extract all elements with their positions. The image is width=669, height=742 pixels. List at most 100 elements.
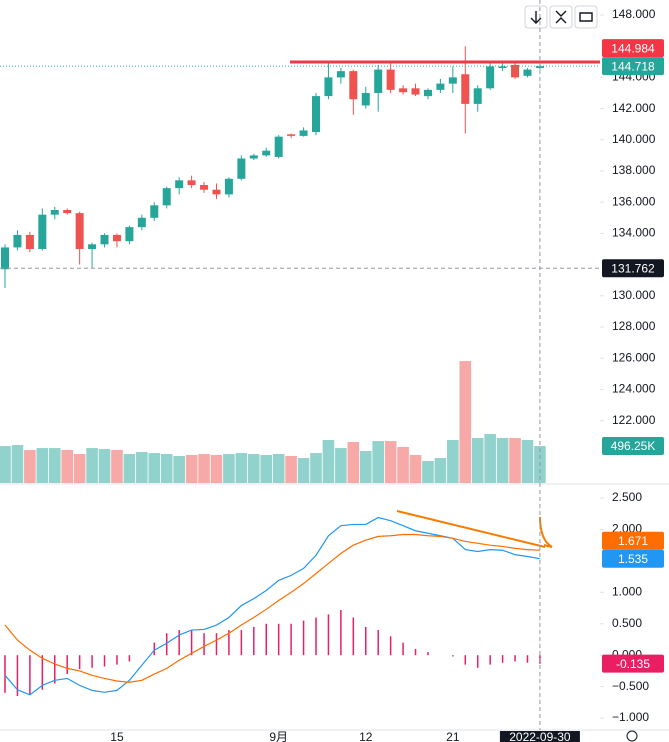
volume-bar: [297, 458, 310, 483]
candle-body: [50, 209, 59, 215]
y-tick-label: 140.000: [612, 132, 656, 146]
volume-bar: [322, 439, 335, 483]
candle-body: [312, 96, 320, 132]
histogram-label-box: [602, 654, 664, 673]
candle-body: [498, 66, 507, 69]
y-tick-label: 148.000: [612, 7, 656, 21]
volume-bar: [484, 434, 496, 483]
volume-bar: [160, 454, 173, 483]
volume-bar: [98, 449, 111, 483]
macd-line: [4, 533, 540, 683]
last-price-label: 144.718: [611, 59, 655, 73]
candle-body: [299, 130, 308, 136]
volume-bar: [11, 444, 24, 483]
candle-body: [224, 178, 233, 195]
volume-bar: [136, 451, 148, 483]
volume-bar: [310, 453, 322, 483]
candle-body: [274, 136, 283, 157]
volume-bar: [372, 441, 384, 483]
candle-body: [262, 150, 271, 156]
candle-body: [75, 213, 84, 249]
candle-body: [287, 134, 296, 136]
candle-body: [399, 88, 408, 93]
volume-bar: [61, 449, 73, 483]
candle-body: [349, 71, 358, 100]
hline-price-label: 144.984: [611, 41, 655, 55]
volume-bar: [248, 454, 260, 483]
signal-label: 1.671: [618, 534, 648, 548]
volume-label: 496.25K: [611, 439, 656, 453]
candle-body: [411, 88, 420, 95]
candle-body: [200, 185, 209, 190]
reset-button[interactable]: [574, 5, 598, 29]
candle-body: [461, 74, 470, 104]
crosshair-date-box: [499, 731, 580, 742]
volume-bar: [210, 454, 223, 483]
volume-bar: [272, 454, 285, 483]
candle-body: [324, 77, 333, 97]
volume-bar: [86, 448, 98, 483]
y-tick-label: 130.000: [612, 288, 656, 302]
candle-body: [38, 214, 47, 249]
volume-bar: [521, 439, 534, 483]
candle-body: [448, 77, 457, 84]
candle-body: [212, 189, 221, 195]
y-tick-label: 122.000: [612, 413, 656, 427]
settings-icon[interactable]: [626, 730, 638, 742]
volume-bar: [459, 361, 472, 483]
volume-bar: [409, 454, 422, 483]
volume-bar: [24, 449, 36, 483]
candle-body: [112, 234, 121, 242]
volume-bar: [496, 437, 509, 483]
candle-body: [511, 64, 520, 78]
volume-bar: [123, 454, 136, 483]
candle-body: [100, 234, 109, 245]
volume-bar: [471, 437, 484, 483]
candle-body: [473, 88, 482, 104]
volume-bar: [397, 446, 409, 483]
x-tick-label: 21: [446, 730, 460, 742]
volume-bar: [173, 456, 185, 483]
volume-label-box: [602, 437, 664, 456]
candle-body: [137, 217, 146, 228]
volume-bar: [0, 446, 11, 483]
volume-bar: [260, 454, 273, 483]
volume-bar: [285, 456, 297, 483]
candle-body: [162, 188, 171, 206]
y-tick-label: 138.000: [612, 163, 656, 177]
candle-body: [175, 180, 184, 189]
scroll-down-button[interactable]: [524, 5, 548, 29]
volume-bar: [347, 442, 360, 483]
volume-bar: [335, 448, 347, 483]
candle-body: [150, 205, 159, 218]
y-tick-label: −0.500: [612, 679, 649, 693]
plot-area: [0, 46, 546, 697]
volume-bar: [509, 437, 521, 483]
volume-bar: [434, 458, 447, 483]
volume-bar: [384, 441, 397, 483]
candle-body: [535, 66, 544, 69]
x-tick-label: 12: [359, 730, 373, 742]
last-price-label-box: [602, 57, 664, 76]
volume-bar: [148, 453, 161, 483]
volume-bar: [185, 454, 198, 483]
macd-label: 1.535: [618, 552, 648, 566]
candle-body: [63, 209, 72, 214]
y-tick-label: −1.000: [612, 710, 649, 724]
crosshair-price-label-box: [602, 259, 664, 278]
candle-body: [125, 227, 134, 242]
y-tick-label: 0.500: [612, 616, 642, 630]
candle-body: [336, 71, 345, 78]
candle-body: [249, 155, 258, 159]
volume-bar: [447, 439, 459, 483]
volume-bar: [48, 448, 61, 483]
collapse-button[interactable]: [549, 5, 573, 29]
x-tick-label: 15: [110, 730, 124, 742]
candle-body: [13, 234, 22, 248]
trend-line-drawing: [396, 510, 546, 548]
candle-body: [361, 92, 370, 106]
volume-bar: [422, 461, 434, 483]
candle-body: [423, 89, 432, 97]
